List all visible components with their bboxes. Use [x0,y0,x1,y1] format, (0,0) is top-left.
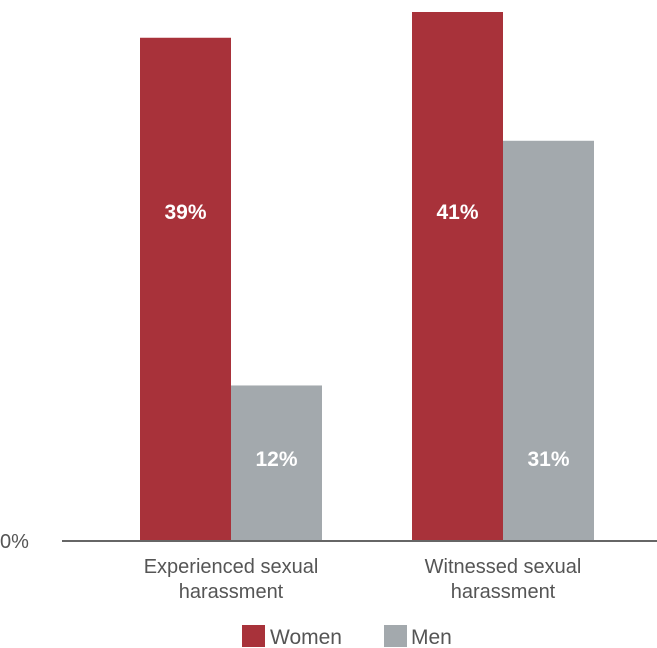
bar-women-2 [412,12,503,540]
legend-label-women: Women [270,626,342,648]
data-label-men-1: 12% [255,448,297,471]
category-label-2-line-2: harassment [451,581,556,603]
category-label-1-line-2: harassment [179,581,284,603]
bar-women-1 [140,37,231,540]
bar-labels-layer: 39% 12% 41% 31% [164,201,569,471]
legend-swatch-women [242,625,265,647]
y-axis-zero-label: 0% [0,531,29,553]
category-label-1-line-1: Experienced sexual [144,556,319,578]
legend-label-men: Men [411,626,452,648]
data-label-men-2: 31% [527,448,569,471]
bar-men-1 [231,385,322,540]
data-label-women-2: 41% [436,201,478,224]
category-labels-layer: Experienced sexual harassment Witnessed se… [144,556,582,603]
legend: Women Men [242,625,452,648]
bar-men-2 [503,140,594,540]
bars-layer [140,12,594,540]
legend-swatch-men [384,625,407,647]
category-label-2-line-1: Witnessed sexual [425,556,582,578]
data-label-women-1: 39% [164,201,206,224]
